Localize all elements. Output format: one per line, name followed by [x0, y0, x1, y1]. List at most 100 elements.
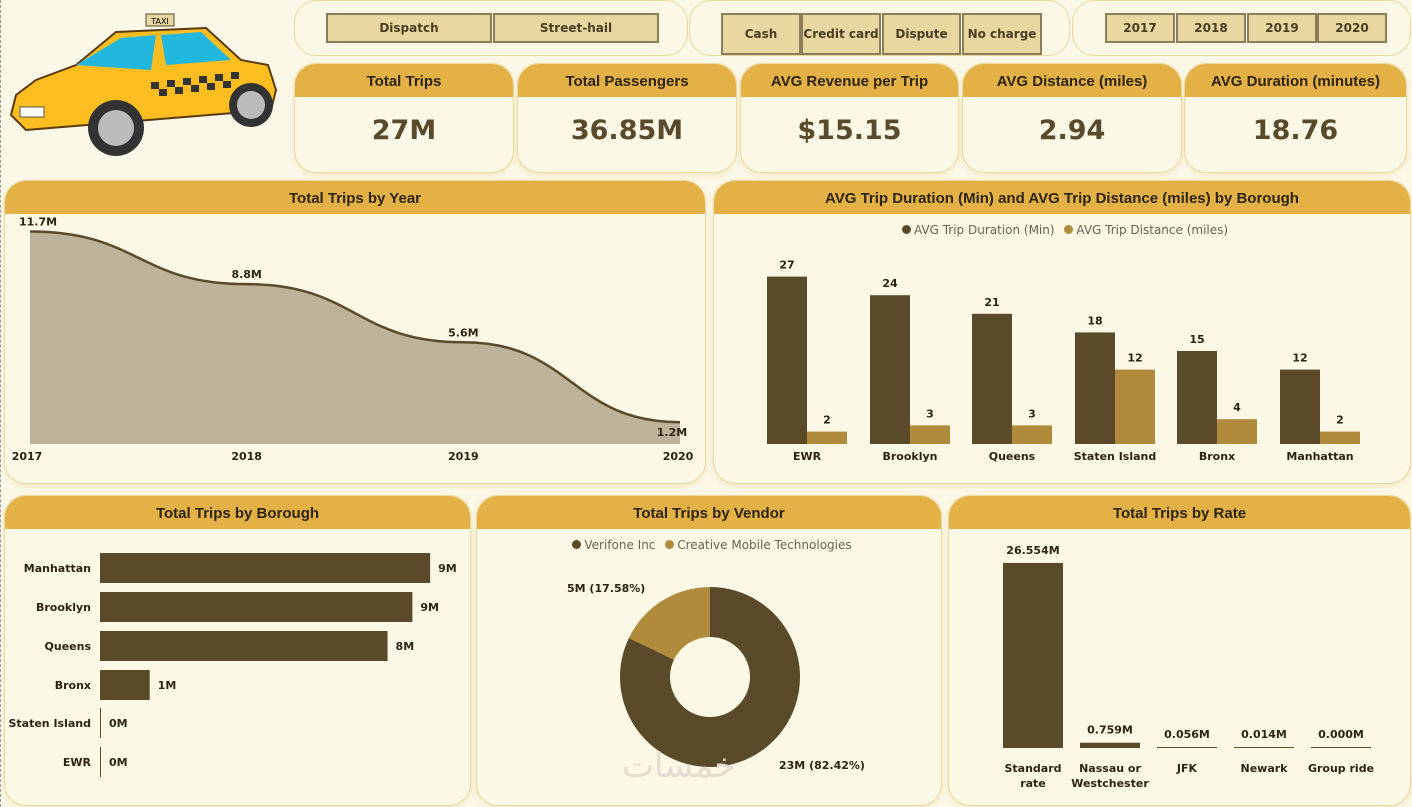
trips-by-vendor-chart: Total Trips by Vendor Verifone Inc Creat… — [476, 495, 942, 806]
slicer-street-hail[interactable]: Street-hail — [493, 13, 659, 43]
payment-type-slicer: Cash Credit card Dispute No charge — [689, 0, 1070, 56]
data-label: 18 — [1087, 314, 1102, 327]
bar — [1080, 742, 1140, 748]
y-tick-label: Queens — [45, 640, 92, 653]
bar — [1157, 747, 1217, 748]
bar — [1217, 419, 1257, 444]
data-label: 11.7M — [19, 215, 57, 228]
bar — [1234, 747, 1294, 748]
slicer-cash[interactable]: Cash — [721, 13, 801, 55]
legend-verifone: Verifone Inc — [584, 538, 656, 552]
kpi-value: 36.85M — [570, 115, 684, 146]
bar — [1177, 351, 1217, 444]
area-fill — [30, 231, 680, 444]
duration-distance-by-borough-chart: AVG Trip Duration (Min) and AVG Trip Dis… — [713, 180, 1411, 484]
slicer-no-charge[interactable]: No charge — [962, 13, 1042, 55]
data-label: 3 — [1028, 407, 1036, 420]
taxi-logo: TAXI — [6, 10, 286, 160]
kpi-avg-distance: AVG Distance (miles) 2.94 — [962, 63, 1182, 173]
kpi-value: 2.94 — [1038, 115, 1106, 146]
bar — [100, 747, 101, 777]
bar — [910, 425, 950, 444]
kpi-value: 18.76 — [1252, 115, 1339, 146]
bar — [1311, 747, 1371, 748]
y-tick-label: Staten Island — [8, 717, 91, 730]
slicer-dispatch[interactable]: Dispatch — [326, 13, 492, 43]
donut-slice — [620, 587, 800, 767]
y-tick-label: EWR — [63, 756, 92, 769]
x-tick-label: 2019 — [448, 450, 479, 463]
x-tick-label: Bronx — [1199, 450, 1235, 463]
kpi-avg-revenue: AVG Revenue per Trip $15.15 — [740, 63, 959, 173]
data-label: 12 — [1292, 352, 1307, 365]
legend-distance: AVG Trip Distance (miles) — [1076, 223, 1229, 237]
x-tick-label: Nassau or Westchester — [1071, 762, 1149, 790]
legend-dot — [665, 540, 675, 549]
kpi-title: AVG Distance (miles) — [963, 64, 1181, 97]
y-tick-label: Bronx — [55, 679, 91, 692]
trips-by-rate-chart: Total Trips by Rate 26.554M Standard rate 0… — [948, 495, 1411, 806]
kpi-total-trips: Total Trips 27M — [294, 63, 514, 173]
bar — [767, 276, 807, 444]
data-label: 9M — [420, 601, 439, 614]
kpi-title: Total Passengers — [518, 64, 736, 97]
x-tick-label: Manhattan — [1286, 450, 1353, 463]
x-tick-label: Queens — [989, 450, 1036, 463]
trips-by-year-chart: Total Trips by Year 11.7M 2017 8.8M 2018 5.6… — [4, 180, 706, 484]
bar — [870, 295, 910, 444]
trips-by-borough-chart: Total Trips by Borough Manhattan 9M Brookl… — [4, 495, 471, 806]
chart-title: Total Trips by Year — [5, 181, 705, 214]
slicer-credit-card[interactable]: Credit card — [801, 13, 881, 55]
data-label: 5.6M — [448, 326, 478, 339]
y-tick-label: Manhattan — [24, 562, 91, 575]
bar — [1280, 369, 1320, 444]
x-tick-label: 2020 — [663, 450, 694, 463]
data-label: 27 — [779, 259, 794, 272]
chart-legend: AVG Trip Duration (Min) AVG Trip Distanc… — [714, 223, 1410, 237]
area-line — [29, 230, 681, 424]
legend-dot — [901, 225, 911, 234]
data-label: 12 — [1127, 352, 1142, 365]
watermark: خمسات — [622, 746, 736, 786]
legend-dot — [1064, 225, 1074, 234]
legend-dot — [572, 540, 582, 549]
x-tick-label: Standard rate — [1004, 762, 1061, 790]
data-label: 0.000M — [1318, 728, 1364, 741]
kpi-title: AVG Duration (minutes) — [1185, 64, 1406, 97]
year-slicer: 2017 2018 2019 2020 — [1072, 0, 1411, 56]
chart-title: Total Trips by Rate — [949, 496, 1410, 529]
data-label: 2 — [1336, 414, 1344, 427]
bar — [100, 592, 413, 622]
data-label: 0M — [109, 756, 128, 769]
data-label: 1M — [158, 679, 177, 692]
bar — [100, 631, 388, 661]
slicer-dispute[interactable]: Dispute — [882, 13, 961, 55]
bar — [100, 708, 101, 738]
legend-cmt: Creative Mobile Technologies — [677, 538, 852, 552]
data-label: 2 — [823, 414, 831, 427]
slicer-year-2020[interactable]: 2020 — [1317, 13, 1387, 43]
slicer-year-2019[interactable]: 2019 — [1247, 13, 1317, 43]
x-tick-label: Group ride — [1308, 762, 1374, 775]
x-tick-label: EWR — [793, 450, 822, 463]
data-label: 23M (82.42%) — [779, 759, 865, 772]
data-label: 21 — [984, 296, 999, 309]
kpi-value: 27M — [371, 115, 437, 146]
data-label: 0.014M — [1241, 728, 1287, 741]
data-label: 3 — [926, 407, 934, 420]
slicer-year-2018[interactable]: 2018 — [1176, 13, 1246, 43]
data-label: 4 — [1233, 401, 1241, 414]
kpi-total-passengers: Total Passengers 36.85M — [517, 63, 737, 173]
data-label: 0.056M — [1164, 728, 1210, 741]
donut-slice — [628, 587, 710, 660]
x-tick-label: 2017 — [12, 450, 43, 463]
slicer-year-2017[interactable]: 2017 — [1105, 13, 1175, 43]
trip-type-slicer: Dispatch Street-hail — [294, 0, 688, 56]
bar — [1115, 369, 1155, 444]
bar — [807, 431, 847, 444]
bar — [100, 553, 431, 583]
x-tick-label: Staten Island — [1074, 450, 1157, 463]
kpi-value: $15.15 — [797, 115, 902, 146]
bar — [1012, 425, 1052, 444]
bar — [972, 313, 1012, 444]
